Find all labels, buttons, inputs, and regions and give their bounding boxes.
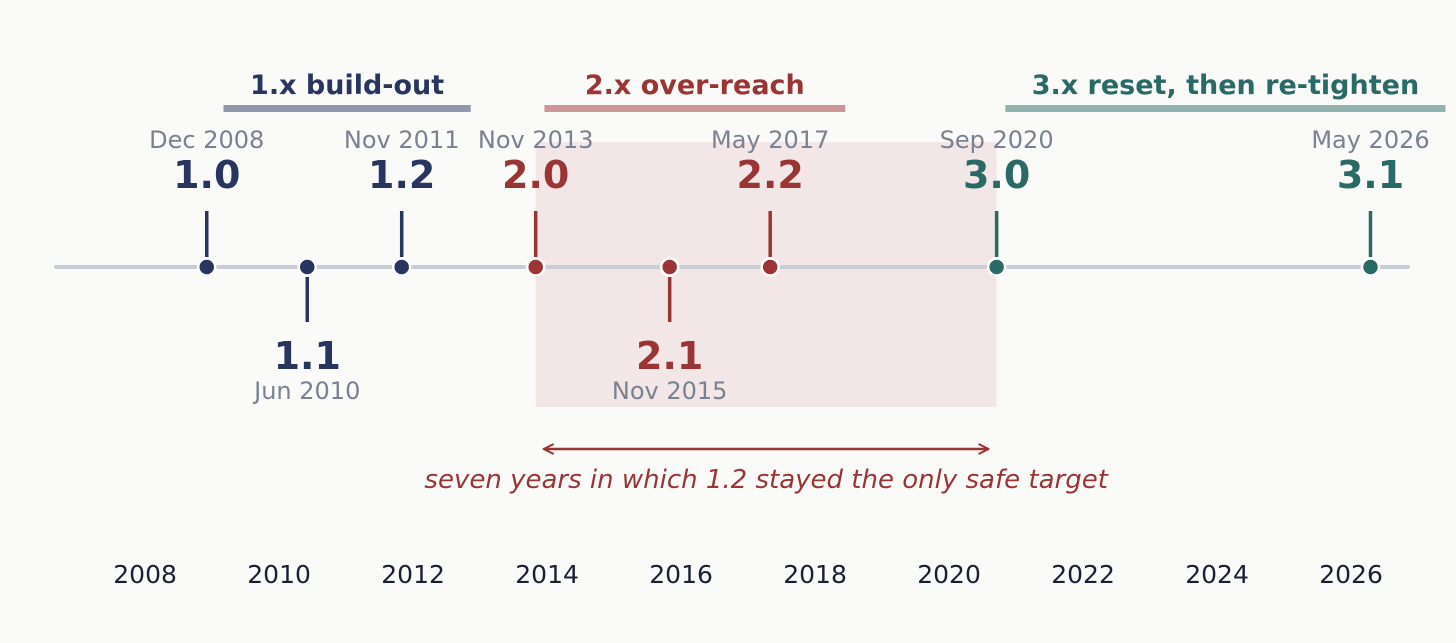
release-date: May 2017 xyxy=(711,126,829,154)
year-tick-layer: 2008 2010 2012 2014 2016 2018 2020 2022 2024 2026 xyxy=(113,560,1383,589)
year-tick-label: 2010 xyxy=(247,560,311,589)
era-label: 3.x reset, then re-tighten xyxy=(1032,70,1419,101)
release-marker xyxy=(391,257,412,277)
year-tick-label: 2020 xyxy=(917,560,981,589)
year-tick-label: 2018 xyxy=(783,560,847,589)
release-version: 2.1 xyxy=(636,334,703,378)
release-date: Jun 2010 xyxy=(252,377,360,405)
span-note: seven years in which 1.2 stayed the only… xyxy=(424,465,1108,495)
era-label: 2.x over-reach xyxy=(585,70,805,101)
release-marker xyxy=(760,257,780,277)
release-marker xyxy=(196,257,217,277)
release-date: Nov 2015 xyxy=(612,377,728,405)
release-marker xyxy=(525,257,546,277)
release-version: 2.0 xyxy=(502,153,569,197)
year-tick-label: 2012 xyxy=(381,560,445,589)
note-layer: seven years in which 1.2 stayed the only… xyxy=(424,449,1109,495)
release-marker xyxy=(1360,257,1381,277)
year-tick-label: 2016 xyxy=(649,560,713,589)
release-version: 3.0 xyxy=(963,153,1030,197)
era-underline xyxy=(223,105,471,112)
release-date: May 2026 xyxy=(1311,126,1429,154)
era-underline xyxy=(1005,105,1446,112)
release-date: Dec 2008 xyxy=(149,126,264,154)
era-label: 1.x build-out xyxy=(250,70,444,101)
release-date: Nov 2011 xyxy=(344,126,460,154)
era-underline xyxy=(544,105,846,112)
release-date: Sep 2020 xyxy=(940,126,1054,154)
release-date: Nov 2013 xyxy=(478,126,594,154)
release-version: 3.1 xyxy=(1337,153,1404,197)
year-tick-label: 2026 xyxy=(1319,560,1383,589)
era-layer: 1.x build-out 2.x over-reach 3.x reset, th… xyxy=(223,70,1446,112)
release-version: 1.0 xyxy=(173,153,240,197)
year-tick-label: 2022 xyxy=(1051,560,1115,589)
year-tick-label: 2024 xyxy=(1185,560,1249,589)
release-version: 1.2 xyxy=(368,153,435,197)
year-tick-label: 2014 xyxy=(515,560,579,589)
release-marker xyxy=(297,257,317,277)
release-marker xyxy=(986,257,1007,277)
year-tick-label: 2008 xyxy=(113,560,177,589)
release-version: 1.1 xyxy=(274,334,341,378)
release-version: 2.2 xyxy=(737,153,804,197)
release-marker xyxy=(659,257,680,277)
